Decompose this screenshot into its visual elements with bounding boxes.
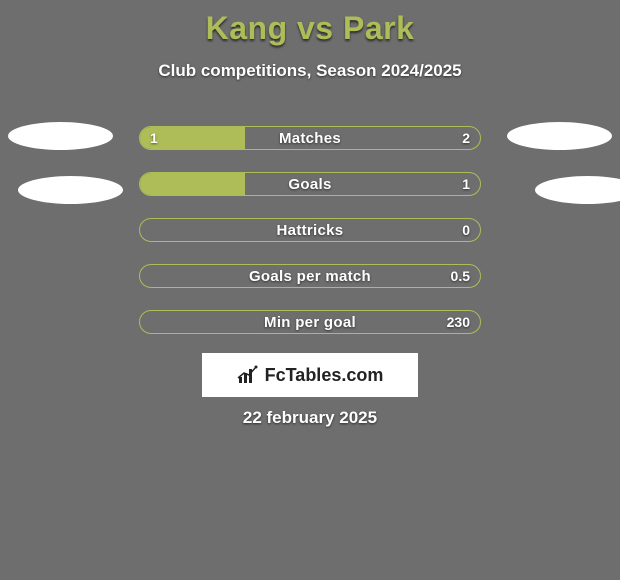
bar-chart-icon bbox=[237, 365, 259, 385]
bar-label: Matches bbox=[140, 127, 480, 149]
stat-bar-hattricks: Hattricks 0 bbox=[139, 218, 481, 242]
bar-label: Goals bbox=[140, 173, 480, 195]
logo-text: FcTables.com bbox=[265, 365, 384, 386]
stat-bar-goals-per-match: Goals per match 0.5 bbox=[139, 264, 481, 288]
bar-right-value: 2 bbox=[462, 127, 470, 149]
bar-label: Goals per match bbox=[140, 265, 480, 287]
bar-right-value: 0.5 bbox=[451, 265, 470, 287]
bar-label: Min per goal bbox=[140, 311, 480, 333]
stat-bar-matches: 1 Matches 2 bbox=[139, 126, 481, 150]
page-subtitle: Club competitions, Season 2024/2025 bbox=[0, 61, 620, 81]
date-label: 22 february 2025 bbox=[0, 408, 620, 428]
bar-right-value: 0 bbox=[462, 219, 470, 241]
ellipse-left-1 bbox=[8, 122, 113, 150]
fctables-logo[interactable]: FcTables.com bbox=[202, 353, 418, 397]
ellipse-right-2 bbox=[535, 176, 620, 204]
ellipse-right-1 bbox=[507, 122, 612, 150]
bar-label: Hattricks bbox=[140, 219, 480, 241]
ellipse-left-2 bbox=[18, 176, 123, 204]
stat-bar-min-per-goal: Min per goal 230 bbox=[139, 310, 481, 334]
stats-bars: 1 Matches 2 Goals 1 Hattricks 0 Goals pe… bbox=[139, 126, 481, 356]
bar-right-value: 1 bbox=[462, 173, 470, 195]
bar-right-value: 230 bbox=[447, 311, 470, 333]
stat-bar-goals: Goals 1 bbox=[139, 172, 481, 196]
page-title: Kang vs Park bbox=[0, 0, 620, 47]
